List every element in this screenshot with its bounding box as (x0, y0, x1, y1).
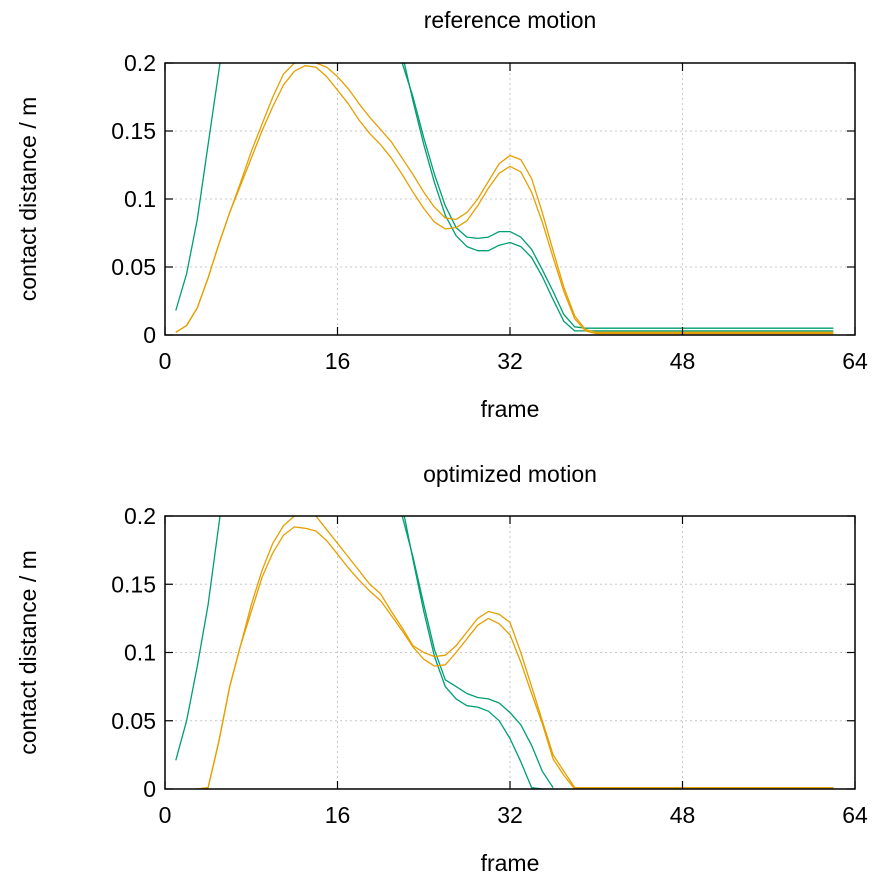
x-tick-label: 16 (325, 802, 351, 828)
chart-title: optimized motion (423, 461, 597, 487)
y-tick-label: 0.15 (111, 571, 156, 597)
y-tick-label: 0.15 (111, 118, 156, 144)
series-line-orange (175, 63, 834, 333)
y-tick-label: 0.05 (111, 708, 156, 734)
y-tick-label: 0.1 (124, 640, 156, 666)
y-axis-label: contact distance / m (15, 97, 41, 302)
series-line-green (403, 516, 554, 789)
x-tick-label: 32 (497, 802, 523, 828)
x-tick-label: 0 (159, 802, 172, 828)
x-axis-label: frame (481, 396, 540, 422)
x-tick-label: 48 (670, 802, 696, 828)
series-line-orange (197, 516, 834, 789)
y-axis-label: contact distance / m (15, 550, 41, 755)
y-tick-label: 0.2 (124, 503, 156, 529)
y-tick-label: 0 (143, 322, 156, 348)
y-tick-label: 0 (143, 776, 156, 802)
y-tick-label: 0.05 (111, 254, 156, 280)
series-line-orange (175, 65, 834, 335)
x-tick-label: 48 (670, 348, 696, 374)
chart-reference-motion: 0 16 32 48 64 0 0.05 0.1 0.15 0.2 reference motion… (15, 7, 868, 422)
chart-title: reference motion (424, 7, 597, 33)
chart-optimized-motion: 0 16 32 48 64 0 0.05 0.1 0.15 0.2 optimized motion… (15, 461, 868, 876)
series-line-green (403, 63, 834, 332)
x-tick-label: 64 (842, 802, 868, 828)
series-line-green (401, 63, 834, 329)
x-tick-label: 16 (325, 348, 351, 374)
y-tick-label: 0.1 (124, 186, 156, 212)
x-axis-label: frame (481, 850, 540, 876)
y-tick-label: 0.2 (124, 50, 156, 76)
series-line-orange (197, 526, 834, 789)
series-line-green (175, 63, 221, 311)
series-line-green (401, 516, 554, 788)
series-line-green (175, 516, 221, 761)
x-tick-label: 64 (842, 348, 868, 374)
x-tick-label: 32 (497, 348, 523, 374)
x-tick-label: 0 (159, 348, 172, 374)
